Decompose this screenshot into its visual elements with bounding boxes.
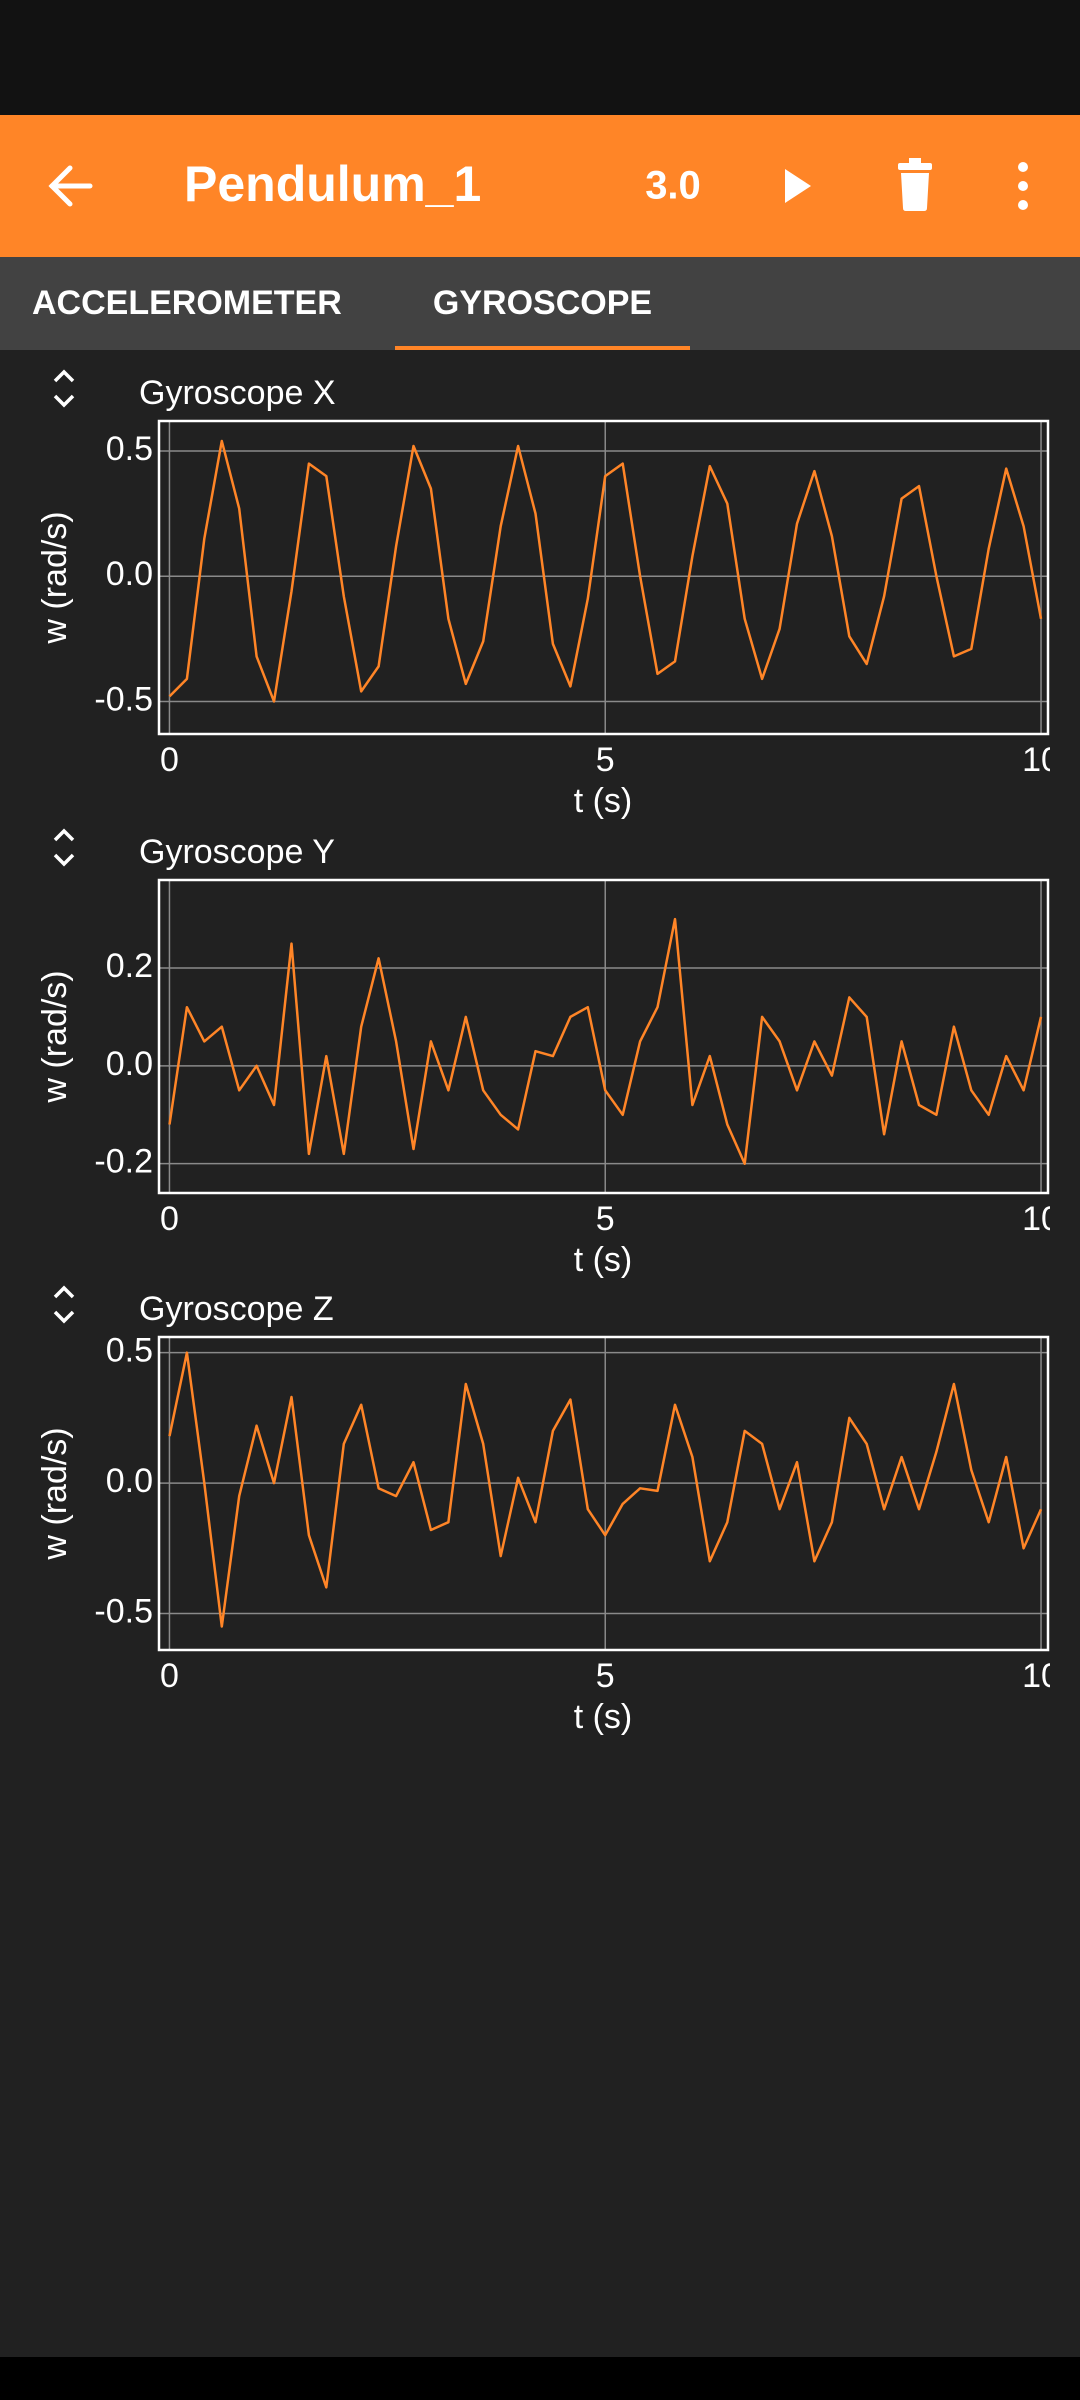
delete-button[interactable] [898,158,932,211]
expand-icon [53,1310,75,1324]
y-tick-label: -0.5 [94,680,153,718]
expand-icon [53,828,75,842]
recording-title: Pendulum_1 [184,156,481,212]
toolbar-icons: Pendulum_1 3.0 [48,156,1028,212]
y-tick-label: -0.5 [94,1592,153,1630]
more-button[interactable] [1018,162,1028,210]
x-tick-label: 0 [160,1657,179,1695]
plot-frame [157,1335,1050,1652]
data-line [168,1351,1043,1628]
expand-button[interactable] [53,1285,75,1324]
x-tick-label: 10 [1022,741,1050,779]
chart-title: Gyroscope Y [139,833,335,871]
x-axis-label: t (s) [574,782,633,820]
x-tick-label: 0 [160,741,179,779]
y-tick-label: 0.2 [106,947,153,985]
tab-selected[interactable]: GYROSCOPE [432,284,653,322]
y-tick-label: 0.5 [106,1332,153,1370]
x-tick-label: 5 [596,741,615,779]
expand-icon [53,369,75,383]
x-tick-label: 0 [160,1200,179,1238]
x-tick-label: 10 [1022,1200,1050,1238]
y-axis-label: w (rad/s) [36,511,74,644]
y-axis-label: w (rad/s) [36,970,74,1103]
expand-icon [53,853,75,867]
x-axis-label: t (s) [574,1241,633,1279]
back-button[interactable] [48,165,93,207]
plot-frame [157,419,1050,736]
tab-indicator [395,346,690,350]
x-tick-label: 5 [596,1200,615,1238]
x-axis-label: t (s) [574,1698,633,1736]
y-axis-label: w (rad/s) [36,1427,74,1560]
data-line [168,439,1043,703]
expand-button[interactable] [53,369,75,408]
expand-button[interactable] [53,828,75,867]
chart-title: Gyroscope X [139,374,336,412]
status-bar [0,0,1080,115]
y-tick-label: 0.0 [106,1045,153,1083]
plot-frame [157,878,1050,1195]
tab-bar: ACCELEROMETER GYROSCOPE [0,257,1080,350]
navigation-bar [0,2357,1080,2400]
play-button[interactable] [785,169,811,203]
chart-title: Gyroscope Z [139,1290,334,1328]
y-tick-label: 0.0 [106,555,153,593]
toolbar: Pendulum_1 3.0 [0,115,1080,257]
y-tick-label: -0.2 [94,1143,153,1181]
charts: Gyroscope X -0.5 0.0 0.5 0 5 10 t (s) w (rad/s) G… [36,369,1050,1736]
rate-button[interactable]: 3.0 [645,164,701,208]
data-line [168,917,1043,1165]
y-tick-label: 0.0 [106,1462,153,1500]
y-tick-label: 0.5 [106,430,153,468]
x-tick-label: 5 [596,1657,615,1695]
expand-icon [53,394,75,408]
expand-icon [53,1285,75,1299]
x-tick-label: 10 [1022,1657,1050,1695]
tab[interactable]: ACCELEROMETER [32,284,342,322]
